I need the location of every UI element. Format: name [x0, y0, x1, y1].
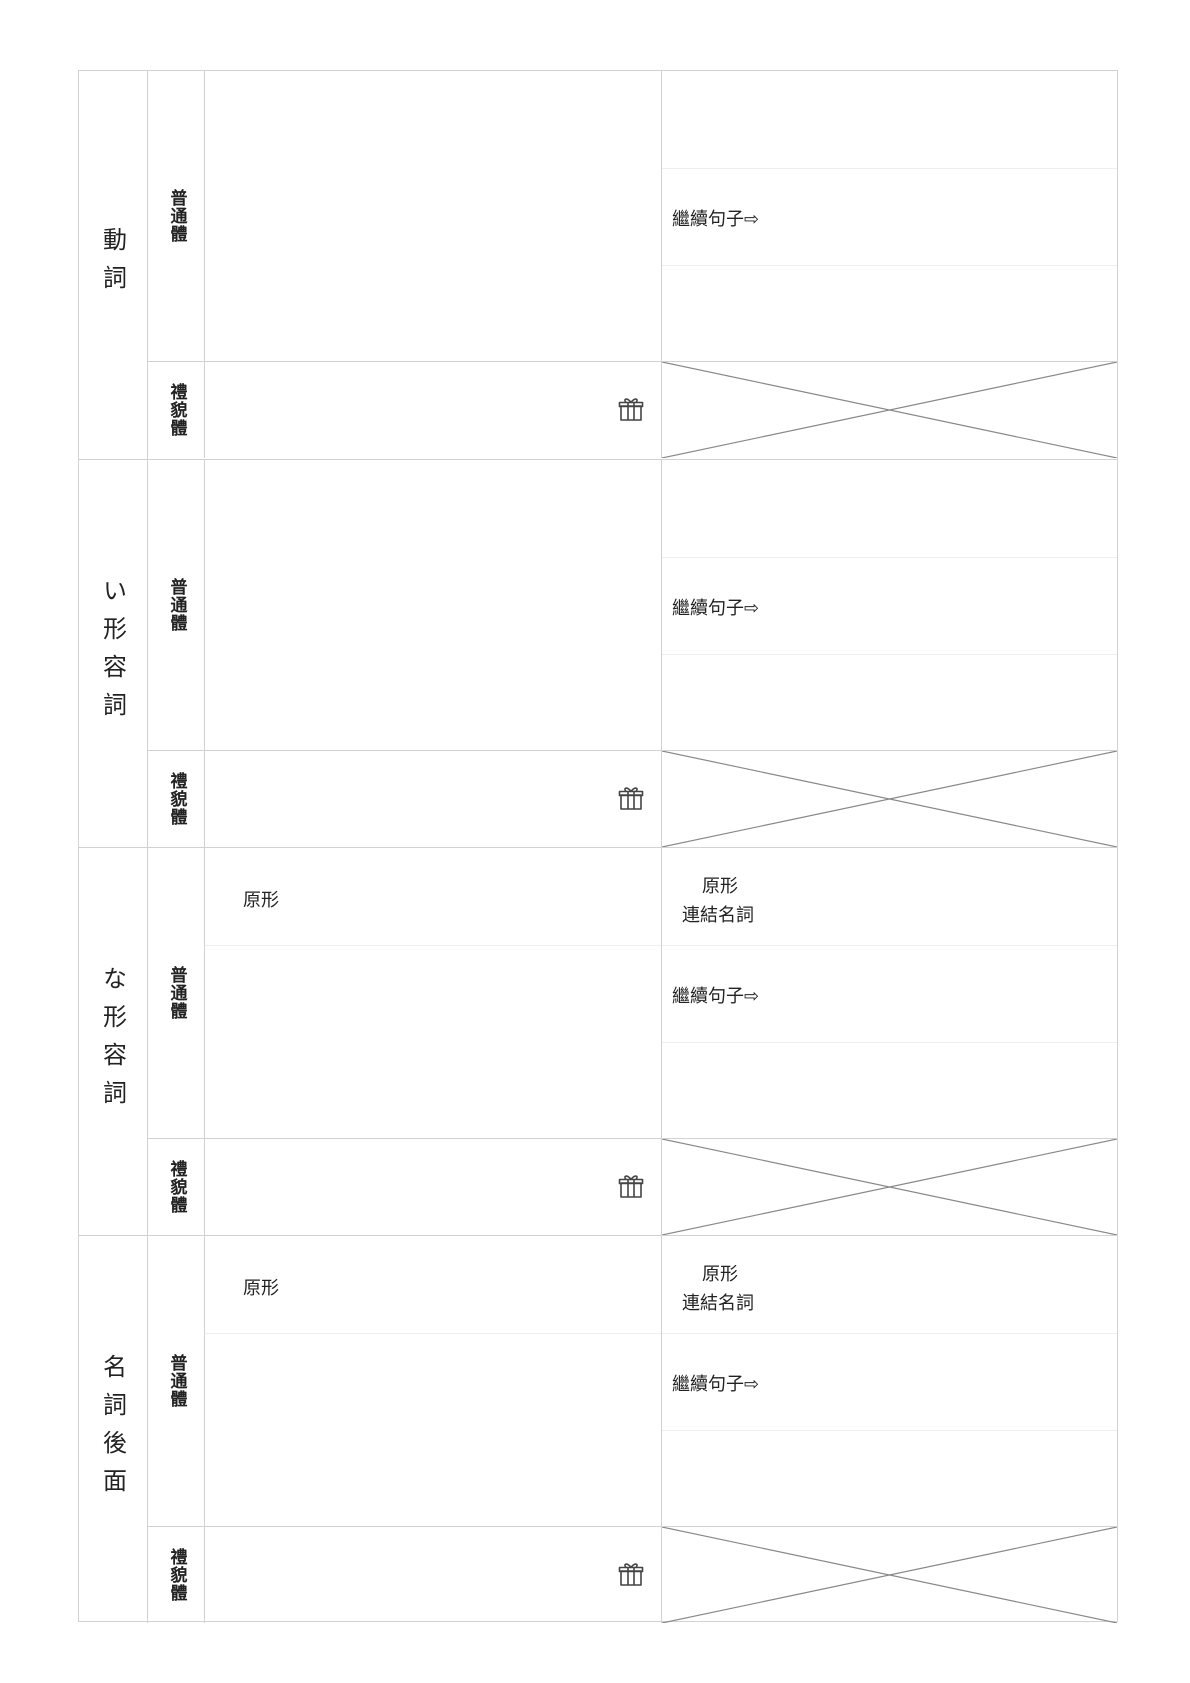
continuation-label: 繼續句子⇨ [672, 986, 760, 1007]
polite-answer-cell[interactable] [205, 1526, 662, 1623]
plain-connect-cell[interactable]: 繼續句子⇨ [662, 460, 1117, 750]
cross-out-mark [662, 751, 1117, 847]
category-cell: な形容詞 [79, 848, 148, 1235]
section-after-noun: 名詞後面 普通體 禮貌體 原形 原形 [79, 1235, 1117, 1623]
row-divider [662, 1042, 1117, 1043]
gift-icon [618, 1563, 644, 1586]
category-label: 動詞 [98, 227, 127, 303]
plain-form-label: 普通體 [166, 578, 187, 632]
polite-form-cell: 禮貌體 [148, 750, 205, 847]
plain-form-cell: 普通體 [148, 1236, 205, 1526]
gift-icon [618, 398, 644, 421]
polite-form-label: 禮貌體 [166, 1160, 187, 1214]
polite-form-cell: 禮貌體 [148, 1138, 205, 1235]
row-divider [662, 265, 1117, 266]
polite-answer-cell[interactable] [205, 361, 662, 458]
cross-out-mark [662, 362, 1117, 458]
polite-form-label: 禮貌體 [166, 772, 187, 826]
plain-answer-cell[interactable]: 原形 [205, 1236, 662, 1526]
mid-text: 原形 [243, 890, 279, 911]
polite-form-cell: 禮貌體 [148, 1526, 205, 1623]
plain-answer-cell[interactable] [205, 71, 662, 361]
category-label: い形容詞 [98, 577, 127, 730]
cross-out-mark [662, 1139, 1117, 1235]
plain-form-cell: 普通體 [148, 848, 205, 1138]
row-divider [662, 945, 1117, 946]
plain-form-label: 普通體 [166, 966, 187, 1020]
plain-connect-cell[interactable]: 原形 連結名詞 繼續句子⇨ [662, 1236, 1117, 1526]
polite-connect-cell-crossed [662, 1526, 1117, 1623]
category-label: な形容詞 [98, 965, 127, 1118]
gift-icon [618, 787, 644, 810]
polite-form-label: 禮貌體 [166, 383, 187, 437]
continuation-label: 繼續句子⇨ [672, 209, 760, 230]
gift-icon [618, 1175, 644, 1198]
row-divider [662, 168, 1117, 169]
conjugation-table: 動詞 普通體 禮貌體 [78, 70, 1118, 1623]
right-top-line2: 連結名詞 [682, 905, 754, 926]
plain-form-label: 普通體 [166, 189, 187, 243]
row-divider [662, 1333, 1117, 1334]
plain-form-cell: 普通體 [148, 71, 205, 361]
mid-text: 原形 [243, 1278, 279, 1299]
polite-form-label: 禮貌體 [166, 1548, 187, 1602]
section-i-adjective: い形容詞 普通體 禮貌體 [79, 459, 1117, 847]
right-top-line1: 原形 [702, 1264, 738, 1285]
plain-form-cell: 普通體 [148, 460, 205, 750]
section-na-adjective: な形容詞 普通體 禮貌體 原形 原形 [79, 847, 1117, 1235]
polite-answer-cell[interactable] [205, 750, 662, 847]
row-divider [662, 654, 1117, 655]
row-divider [205, 945, 661, 946]
polite-answer-cell[interactable] [205, 1138, 662, 1235]
plain-answer-cell[interactable]: 原形 [205, 848, 662, 1138]
row-divider [205, 1333, 661, 1334]
category-cell: 名詞後面 [79, 1236, 148, 1623]
right-top-line1: 原形 [702, 876, 738, 897]
plain-connect-cell[interactable]: 繼續句子⇨ [662, 71, 1117, 361]
continuation-label: 繼續句子⇨ [672, 1374, 760, 1395]
cross-out-mark [662, 1527, 1117, 1623]
row-divider [662, 1430, 1117, 1431]
section-verb: 動詞 普通體 禮貌體 [79, 71, 1117, 459]
polite-connect-cell-crossed [662, 750, 1117, 847]
polite-connect-cell-crossed [662, 361, 1117, 458]
polite-form-cell: 禮貌體 [148, 361, 205, 458]
category-cell: い形容詞 [79, 460, 148, 847]
plain-form-label: 普通體 [166, 1354, 187, 1408]
category-cell: 動詞 [79, 71, 148, 459]
continuation-label: 繼續句子⇨ [672, 598, 760, 619]
row-divider [662, 557, 1117, 558]
category-label: 名詞後面 [98, 1353, 127, 1506]
plain-answer-cell[interactable] [205, 460, 662, 750]
right-top-line2: 連結名詞 [682, 1293, 754, 1314]
polite-connect-cell-crossed [662, 1138, 1117, 1235]
plain-connect-cell[interactable]: 原形 連結名詞 繼續句子⇨ [662, 848, 1117, 1138]
